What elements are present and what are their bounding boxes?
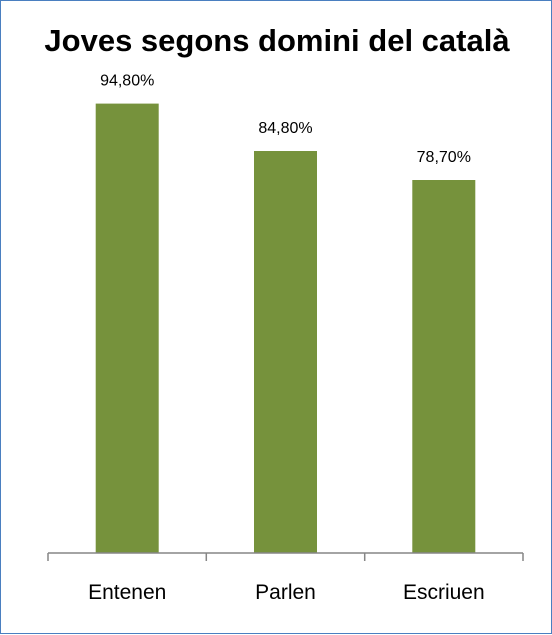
data-labels-group: 94,80% 84,80% 78,70% xyxy=(100,73,471,166)
bars-group xyxy=(95,103,476,553)
data-label-entenen: 94,80% xyxy=(100,73,154,90)
x-tick-label-parlen: Parlen xyxy=(255,581,316,604)
x-axis xyxy=(47,552,524,561)
data-label-parlen: 84,80% xyxy=(258,120,312,137)
chart-title: Joves segons domini del català xyxy=(44,23,510,58)
x-tick-label-escriuen: Escriuen xyxy=(403,581,485,604)
data-label-escriuen: 78,70% xyxy=(417,149,471,166)
x-tick-labels-group: Entenen Parlen Escriuen xyxy=(88,581,485,604)
bar-escriuen xyxy=(412,180,476,553)
bar-entenen xyxy=(95,103,159,553)
bar-parlen xyxy=(254,151,317,553)
x-tick-label-entenen: Entenen xyxy=(88,581,166,604)
